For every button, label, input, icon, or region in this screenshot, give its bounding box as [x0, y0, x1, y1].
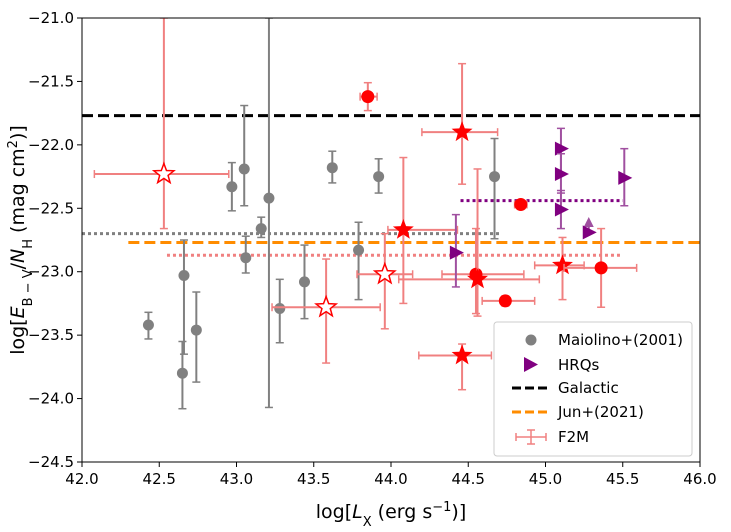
- hrq-point: [449, 213, 464, 288]
- maiolino-marker: [178, 270, 190, 282]
- maiolino-marker: [274, 303, 286, 315]
- legend-label-galactic: Galactic: [558, 379, 619, 397]
- f2m-point: [563, 227, 638, 308]
- maiolino-marker: [142, 319, 154, 331]
- maiolino-point: [226, 161, 238, 212]
- f2m-point: [418, 343, 493, 391]
- x-tick-label: 43.0: [220, 470, 253, 488]
- f2m-marker-star: [451, 344, 473, 365]
- y-axis-label: log[EB − V/NH (mag cm2)]: [6, 125, 36, 355]
- x-axis-label: log[LX (erg s−1)]: [316, 500, 467, 530]
- f2m-marker-star-open: [151, 161, 176, 185]
- maiolino-marker: [190, 324, 202, 336]
- maiolino-point: [178, 239, 190, 355]
- f2m-point: [397, 168, 541, 317]
- maiolino-point: [238, 104, 250, 207]
- y-tick-label: −21.5: [28, 72, 74, 90]
- x-tick-label: 42.0: [65, 470, 98, 488]
- maiolino-point: [263, 18, 275, 409]
- f2m-marker-star: [451, 121, 473, 142]
- y-tick-label: −21.0: [28, 9, 74, 27]
- legend-marker-hrqs: [524, 357, 538, 372]
- maiolino-point: [255, 216, 267, 239]
- hrq-point: [582, 216, 597, 240]
- x-tick-label: 44.0: [374, 470, 407, 488]
- f2m-point: [93, 18, 230, 230]
- maiolino-point: [373, 158, 385, 194]
- y-tick-label: −22.0: [28, 136, 74, 154]
- f2m-point: [421, 62, 499, 185]
- legend-label-hrqs: HRQs: [558, 356, 600, 374]
- f2m-marker-star-open: [372, 261, 397, 285]
- maiolino-marker: [373, 171, 385, 183]
- hrq-marker: [449, 245, 464, 260]
- maiolino-marker: [489, 171, 501, 183]
- y-tick-label: −24.0: [28, 390, 74, 408]
- legend: Maiolino+(2001) HRQs Galactic Jun+(2021)…: [493, 321, 693, 457]
- x-tick-label: 45.0: [529, 470, 562, 488]
- x-tick-label: 44.5: [452, 470, 485, 488]
- maiolino-point: [240, 235, 252, 274]
- hrq-marker: [554, 202, 569, 217]
- maiolino-point: [489, 137, 501, 240]
- legend-label-jun: Jun+(2021): [557, 403, 644, 421]
- f2m-marker-star-open: [314, 294, 339, 318]
- x-tick-label: 46.0: [683, 470, 716, 488]
- f2m-marker-circle: [361, 90, 375, 104]
- hrq-limit-arrow: [583, 216, 594, 227]
- f2m-marker-star: [467, 268, 488, 289]
- hrq-point: [554, 152, 569, 194]
- maiolino-marker: [255, 223, 267, 235]
- maiolino-marker: [226, 181, 238, 193]
- y-tick-label: −24.5: [28, 453, 74, 471]
- legend-marker-maiolino: [525, 334, 537, 346]
- x-tick-label: 43.5: [297, 470, 330, 488]
- legend-label-f2m: F2M: [558, 428, 589, 446]
- f2m-marker-star: [392, 218, 414, 239]
- y-tick-label: −23.0: [28, 263, 74, 281]
- maiolino-marker: [240, 252, 252, 264]
- maiolino-point: [190, 291, 202, 383]
- f2m-marker-circle: [514, 197, 528, 211]
- maiolino-point: [353, 221, 365, 301]
- hrq-point: [554, 189, 569, 230]
- f2m-marker-star: [552, 254, 573, 275]
- maiolino-marker: [176, 367, 188, 379]
- y-tick-label: −23.5: [28, 326, 74, 344]
- x-tick-label: 45.5: [606, 470, 639, 488]
- f2m-point: [533, 236, 585, 301]
- maiolino-point: [176, 340, 188, 410]
- maiolino-marker: [263, 192, 275, 204]
- hrq-point: [618, 147, 633, 207]
- hrq-marker: [582, 225, 597, 240]
- maiolino-marker: [326, 162, 338, 174]
- f2m-point: [513, 197, 528, 211]
- legend-box: [493, 321, 693, 457]
- legend-label-maiolino: Maiolino+(2001): [558, 331, 683, 349]
- maiolino-marker: [238, 163, 250, 175]
- hrq-marker: [554, 141, 569, 156]
- f2m-marker-circle: [594, 261, 608, 275]
- maiolino-point: [142, 311, 154, 340]
- maiolino-marker: [353, 244, 365, 256]
- hrq-marker: [618, 170, 633, 185]
- f2m-point: [271, 258, 381, 364]
- f2m-point: [359, 81, 378, 112]
- maiolino-point: [274, 278, 286, 344]
- hrq-marker: [554, 167, 569, 182]
- y-tick-label: −22.5: [28, 199, 74, 217]
- legend-marker-f2m: [515, 429, 547, 445]
- maiolino-marker: [298, 276, 310, 288]
- f2m-point: [481, 294, 536, 308]
- f2m-marker-circle: [498, 294, 512, 308]
- x-tick-label: 42.5: [143, 470, 176, 488]
- maiolino-point: [326, 150, 338, 184]
